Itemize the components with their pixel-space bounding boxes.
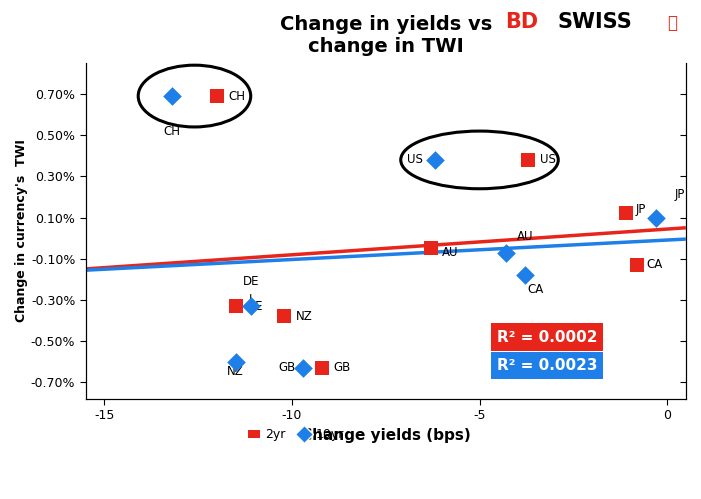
Point bbox=[298, 364, 309, 372]
Text: US: US bbox=[540, 153, 555, 166]
Point bbox=[651, 214, 662, 222]
Point bbox=[316, 364, 327, 372]
Legend: 2yr, 10yr: 2yr, 10yr bbox=[243, 423, 349, 446]
Text: JP: JP bbox=[674, 189, 685, 202]
Text: DE: DE bbox=[243, 274, 259, 287]
Text: CH: CH bbox=[163, 125, 180, 138]
Text: CA: CA bbox=[528, 283, 544, 296]
Text: AU: AU bbox=[517, 230, 533, 243]
Text: GB: GB bbox=[333, 361, 350, 374]
Point bbox=[632, 261, 643, 269]
Text: NZ: NZ bbox=[227, 365, 244, 378]
Point bbox=[230, 358, 241, 366]
Point bbox=[501, 249, 512, 256]
Text: NZ: NZ bbox=[296, 310, 313, 323]
Point bbox=[429, 156, 440, 164]
Text: GB: GB bbox=[278, 361, 296, 374]
Text: DE: DE bbox=[247, 299, 264, 313]
Text: BD: BD bbox=[505, 12, 538, 32]
Point bbox=[245, 302, 257, 310]
Text: AU: AU bbox=[442, 246, 458, 259]
Title: Change in yields vs
change in TWI: Change in yields vs change in TWI bbox=[280, 15, 492, 56]
Point bbox=[279, 312, 290, 320]
Text: R² = 0.0023: R² = 0.0023 bbox=[497, 358, 597, 373]
Point bbox=[620, 210, 632, 218]
Text: CA: CA bbox=[646, 258, 662, 271]
Point bbox=[166, 92, 177, 100]
Text: ⮞: ⮞ bbox=[667, 14, 677, 32]
Text: JP: JP bbox=[635, 203, 646, 216]
Text: US: US bbox=[407, 153, 423, 166]
Text: CH: CH bbox=[229, 89, 245, 103]
Point bbox=[230, 302, 241, 310]
Text: SWISS: SWISS bbox=[557, 12, 632, 32]
Point bbox=[519, 271, 530, 279]
Point bbox=[425, 245, 436, 252]
Point bbox=[523, 156, 534, 164]
Y-axis label: Change in currency's  TWI: Change in currency's TWI bbox=[15, 140, 28, 322]
X-axis label: Change yields (bps): Change yields (bps) bbox=[301, 428, 470, 443]
Text: R² = 0.0002: R² = 0.0002 bbox=[497, 329, 597, 344]
Point bbox=[212, 92, 223, 100]
